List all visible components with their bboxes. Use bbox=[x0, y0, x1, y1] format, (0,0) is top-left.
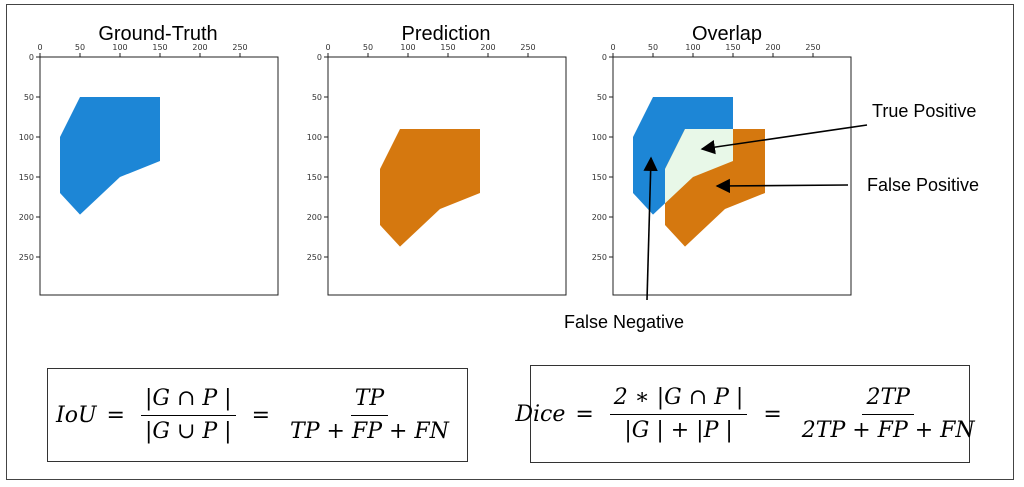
prediction-title: Prediction bbox=[402, 23, 491, 45]
dice-equals: = bbox=[575, 401, 594, 427]
y-tick-label: 0 bbox=[29, 53, 34, 62]
iou-set-fraction: |G ∩ P | |G ∪ P | bbox=[140, 385, 236, 446]
y-tick-label: 50 bbox=[597, 93, 607, 102]
x-tick-label: 100 bbox=[400, 43, 415, 52]
x-tick-label: 50 bbox=[648, 43, 658, 52]
y-tick-label: 250 bbox=[19, 253, 34, 262]
y-tick-label: 50 bbox=[312, 93, 322, 102]
iou-formula-box: IoU = |G ∩ P | |G ∪ P | = TP TP + FP + F… bbox=[47, 368, 468, 462]
iou-formula: IoU = |G ∩ P | |G ∪ P | = TP TP + FP + F… bbox=[48, 369, 467, 461]
false-positive-arrow bbox=[715, 178, 849, 194]
y-tick-label: 250 bbox=[307, 253, 322, 262]
prediction-panel: Prediction 0 50 100 150 200 250 0 50 100 150 200 250 bbox=[307, 23, 567, 296]
true-positive-arrow bbox=[700, 124, 868, 155]
dice-count-numerator: 2TP bbox=[862, 384, 914, 415]
x-tick-label: 100 bbox=[112, 43, 127, 52]
dice-set-fraction: 2 ∗ |G ∩ P | |G | + |P | bbox=[609, 384, 748, 445]
x-tick-label: 200 bbox=[765, 43, 780, 52]
false-negative-label: False Negative bbox=[564, 312, 684, 332]
x-tick-label: 50 bbox=[363, 43, 373, 52]
dice-formula-box: Dice = 2 ∗ |G ∩ P | |G | + |P | = 2TP 2T… bbox=[515, 365, 975, 463]
iou-set-denominator: |G ∪ P | bbox=[144, 418, 232, 444]
dice-count-denominator: 2TP + FP + FN bbox=[801, 417, 975, 443]
x-tick-label: 150 bbox=[152, 43, 167, 52]
dice-set-denominator: |G | + |P | bbox=[624, 417, 733, 443]
ground-truth-mask bbox=[60, 97, 160, 215]
prediction-mask bbox=[380, 129, 480, 247]
y-tick-label: 150 bbox=[592, 173, 607, 182]
x-tick-label: 0 bbox=[37, 43, 42, 52]
dice-formula: Dice = 2 ∗ |G ∩ P | |G | + |P | = 2TP 2T… bbox=[515, 366, 974, 462]
dice-set-numerator: 2 ∗ |G ∩ P | bbox=[609, 384, 748, 415]
figure-frame bbox=[6, 4, 1014, 480]
x-tick-label: 250 bbox=[232, 43, 247, 52]
x-tick-label: 150 bbox=[725, 43, 740, 52]
x-tick-label: 250 bbox=[520, 43, 535, 52]
x-tick-label: 100 bbox=[685, 43, 700, 52]
y-tick-label: 200 bbox=[307, 213, 322, 222]
dice-lhs: Dice bbox=[515, 401, 566, 427]
false-negative-arrow bbox=[643, 156, 658, 301]
x-tick-label: 150 bbox=[440, 43, 455, 52]
y-tick-label: 0 bbox=[602, 53, 607, 62]
overlap-panel: Overlap 0 50 100 150 200 250 0 50 100 150 200 250 bbox=[592, 23, 852, 296]
y-tick-label: 250 bbox=[592, 253, 607, 262]
iou-equals-2: = bbox=[251, 402, 271, 428]
x-tick-label: 0 bbox=[325, 43, 330, 52]
iou-count-numerator: TP bbox=[350, 385, 389, 416]
x-tick-label: 250 bbox=[805, 43, 820, 52]
false-positive-label: False Positive bbox=[867, 175, 979, 195]
y-tick-label: 150 bbox=[19, 173, 34, 182]
y-tick-label: 150 bbox=[307, 173, 322, 182]
y-tick-label: 0 bbox=[317, 53, 322, 62]
x-tick-label: 200 bbox=[480, 43, 495, 52]
iou-equals: = bbox=[106, 402, 125, 428]
iou-lhs: IoU bbox=[56, 402, 97, 428]
overlap-title: Overlap bbox=[692, 23, 762, 45]
x-tick-label: 50 bbox=[75, 43, 85, 52]
y-tick-label: 50 bbox=[24, 93, 34, 102]
y-tick-label: 100 bbox=[307, 133, 322, 142]
true-positive-label: True Positive bbox=[872, 101, 976, 121]
x-tick-label: 0 bbox=[610, 43, 615, 52]
ground-truth-title: Ground-Truth bbox=[98, 23, 217, 45]
y-tick-label: 200 bbox=[19, 213, 34, 222]
x-tick-label: 200 bbox=[192, 43, 207, 52]
dice-count-fraction: 2TP 2TP + FP + FN bbox=[798, 384, 979, 445]
iou-count-denominator: TP + FP + FN bbox=[290, 418, 449, 444]
iou-set-numerator: |G ∩ P | bbox=[140, 385, 236, 416]
ground-truth-panel: Ground-Truth 0 50 100 150 200 250 0 50 100 150 200 2… bbox=[19, 23, 279, 296]
dice-equals-2: = bbox=[763, 401, 782, 427]
iou-count-fraction: TP TP + FP + FN bbox=[286, 385, 453, 446]
y-tick-label: 200 bbox=[592, 213, 607, 222]
y-tick-label: 100 bbox=[592, 133, 607, 142]
y-tick-label: 100 bbox=[19, 133, 34, 142]
